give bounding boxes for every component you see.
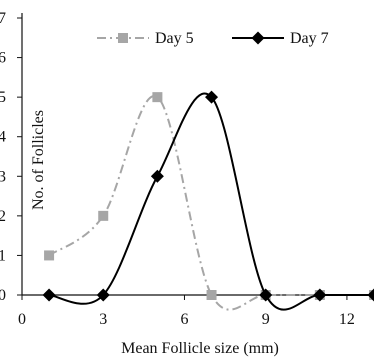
series-layer bbox=[42, 90, 374, 311]
axes bbox=[17, 13, 374, 300]
y-tick-label: 7 bbox=[0, 10, 6, 27]
y-tick-label: 5 bbox=[0, 89, 6, 106]
y-tick-label: 1 bbox=[0, 247, 6, 264]
series-line-1 bbox=[48, 95, 374, 311]
data-point-square bbox=[44, 250, 55, 261]
legend: Day 5 Day 7 bbox=[97, 30, 329, 47]
data-point-square bbox=[206, 290, 217, 300]
data-point-diamond bbox=[150, 169, 164, 183]
legend-marker-square bbox=[118, 33, 128, 43]
data-point-diamond bbox=[96, 288, 110, 302]
data-point-diamond bbox=[367, 288, 374, 302]
y-tick-label: 2 bbox=[0, 208, 6, 225]
y-tick-label: 0 bbox=[0, 287, 6, 304]
data-point-diamond bbox=[259, 288, 273, 302]
data-point-diamond bbox=[205, 90, 219, 104]
x-tick-label: 3 bbox=[99, 311, 107, 328]
legend-label-1: Day 5 bbox=[155, 30, 194, 47]
y-tick-label: 6 bbox=[0, 50, 6, 67]
data-point-diamond bbox=[313, 288, 327, 302]
legend-label-2: Day 7 bbox=[290, 30, 329, 47]
y-tick-label: 4 bbox=[0, 129, 6, 146]
series-line-2 bbox=[48, 92, 374, 311]
y-axis-title: No. of Follicles bbox=[30, 110, 47, 210]
x-tick-label: 0 bbox=[18, 311, 26, 328]
data-point-square bbox=[98, 210, 109, 221]
x-tick-label: 12 bbox=[339, 311, 355, 328]
x-tick-label: 9 bbox=[262, 311, 270, 328]
data-point-square bbox=[152, 92, 163, 103]
data-point-diamond bbox=[42, 288, 56, 302]
legend-marker-diamond bbox=[251, 31, 265, 45]
x-tick-label: 6 bbox=[180, 311, 188, 328]
x-axis-title: Mean Follicle size (mm) bbox=[121, 340, 279, 357]
y-tick-label: 3 bbox=[0, 168, 6, 185]
